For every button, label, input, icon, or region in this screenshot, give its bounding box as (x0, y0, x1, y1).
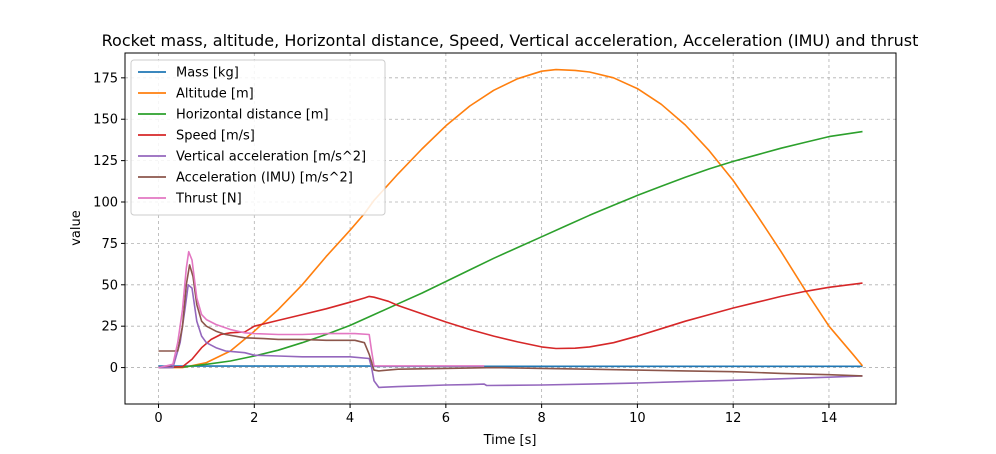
legend-label: Horizontal distance [m] (176, 108, 329, 123)
chart-title: Rocket mass, altitude, Horizontal distan… (102, 31, 919, 50)
series-line-4 (158, 284, 863, 389)
x-tick-label: 14 (821, 411, 838, 426)
series-line-5 (158, 264, 863, 377)
legend-label: Acceleration (IMU) [m/s^2] (176, 171, 353, 186)
x-tick-label: 12 (725, 411, 742, 426)
y-tick-label: 125 (93, 154, 118, 169)
series-line-3 (158, 282, 863, 369)
x-tick-label: 6 (442, 411, 450, 426)
y-tick-label: 175 (93, 71, 118, 86)
x-tick-label: 2 (250, 411, 258, 426)
legend-box (130, 59, 386, 216)
series-line-1 (158, 68, 864, 369)
legend: Mass [kg] Altitude [m] Horizontal distance… (130, 59, 386, 216)
x-tick-label: 0 (154, 411, 162, 426)
y-tick-label: 100 (93, 196, 118, 211)
series-line-6 (158, 250, 485, 369)
x-tick-label: 8 (537, 411, 545, 426)
y-axis-title: value (69, 210, 84, 246)
legend-label: Speed [m/s] (176, 129, 255, 144)
axis-ticks: 0 2 4 6 8 10 12 14 0 25 50 75 100 125 150 175 (93, 71, 837, 426)
series-line-2 (158, 130, 863, 369)
y-tick-label: 150 (93, 113, 118, 128)
x-tick-label: 4 (346, 411, 354, 426)
y-tick-label: 50 (101, 278, 118, 293)
series-lines (158, 68, 864, 389)
x-tick-label: 10 (629, 411, 646, 426)
plot-frame (124, 52, 897, 405)
y-tick-label: 0 (110, 361, 118, 376)
legend-label: Vertical acceleration [m/s^2] (176, 150, 366, 165)
y-tick-label: 25 (101, 320, 118, 335)
legend-label: Altitude [m] (176, 87, 254, 102)
y-tick-label: 75 (101, 237, 118, 252)
x-axis-title: Time [s] (483, 433, 537, 448)
legend-label: Mass [kg] (176, 66, 239, 81)
legend-label: Thrust [N] (175, 192, 242, 207)
